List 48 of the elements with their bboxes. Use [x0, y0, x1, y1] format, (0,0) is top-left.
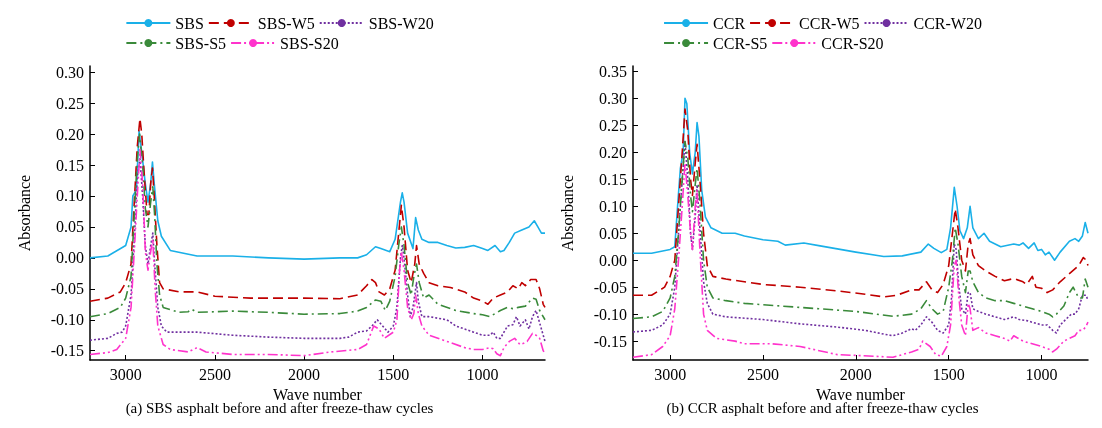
y-tick-label: 0.35 [599, 62, 627, 80]
x-tick-label: 1500 [377, 365, 410, 383]
legend-label: CCR-W20 [913, 14, 982, 32]
x-tick-label: 1000 [466, 365, 499, 383]
y-tick-label: -0.05 [593, 278, 627, 296]
legend-label: SBS-W5 [257, 14, 315, 32]
x-tick-label: 2000 [839, 365, 872, 383]
legend-label: CCR-W5 [799, 14, 860, 32]
x-tick-label: 1000 [1025, 365, 1058, 383]
legend-label: CCR-S5 [713, 34, 768, 52]
y-tick-label: -0.15 [50, 342, 84, 360]
y-tick-label: 0.05 [56, 218, 84, 236]
y-tick-label: 0.30 [599, 89, 627, 107]
y-tick-label: 0.10 [56, 187, 84, 205]
y-tick-label: 0.00 [599, 251, 627, 269]
y-tick-label: 0.20 [599, 143, 627, 161]
legend-label: SBS-W20 [368, 14, 434, 32]
x-tick-label: 1500 [932, 365, 965, 383]
legend-label: SBS-S20 [280, 34, 339, 52]
line-series [632, 108, 1089, 298]
y-tick-label: 0.15 [599, 170, 627, 188]
line-series [632, 97, 1089, 261]
x-tick-label: 3000 [109, 365, 142, 383]
text: (a) SBS asphalt before and after freeze-thaw cycles [125, 399, 434, 417]
y-tick-label: 0.05 [599, 224, 627, 242]
y-axis-title: Absorbance [558, 174, 576, 252]
legend-label: SBS [175, 14, 204, 32]
y-tick-label: 0.30 [56, 63, 84, 81]
y-tick-label: 0.20 [56, 125, 84, 143]
legend-label: SBS-S5 [175, 34, 227, 52]
y-tick-label: 0.25 [599, 116, 627, 134]
text: (b) CCR asphalt before and after freeze-thaw cycles [666, 399, 979, 417]
x-tick-label: 3000 [654, 365, 687, 383]
y-tick-label: 0.00 [56, 249, 84, 267]
y-tick-label: 0.15 [56, 156, 84, 174]
x-tick-label: 2000 [288, 365, 321, 383]
y-tick-label: -0.10 [50, 311, 84, 329]
y-tick-label: -0.10 [593, 305, 627, 323]
y-tick-label: -0.15 [593, 332, 627, 350]
y-tick-label: 0.10 [599, 197, 627, 215]
y-axis-title: Absorbance [15, 174, 33, 252]
legend-label: CCR [713, 14, 746, 32]
legend-label: CCR-S20 [821, 34, 884, 52]
y-tick-label: 0.25 [56, 94, 84, 112]
x-tick-label: 2500 [747, 365, 779, 383]
x-tick-label: 2500 [198, 365, 231, 383]
line-series [89, 130, 546, 260]
y-tick-label: -0.05 [50, 280, 84, 298]
